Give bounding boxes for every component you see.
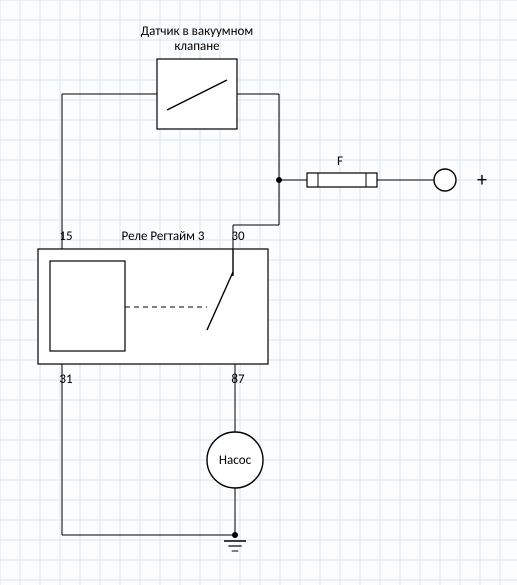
svg-text:Насос: Насос [219,453,252,468]
svg-text:15: 15 [59,229,72,244]
svg-text:30: 30 [231,229,245,244]
svg-text:87: 87 [231,372,245,387]
svg-text:Реле Регтайм 3: Реле Регтайм 3 [122,229,205,244]
svg-text:Датчик в вакуумном: Датчик в вакуумном [141,24,253,39]
svg-text:F: F [337,154,343,169]
svg-text:+: + [477,168,487,192]
svg-text:31: 31 [59,372,72,387]
svg-text:клапане: клапане [174,39,219,54]
circuit-diagram: Датчик в вакуумномклапане Реле Регтайм 3 1… [0,0,517,585]
